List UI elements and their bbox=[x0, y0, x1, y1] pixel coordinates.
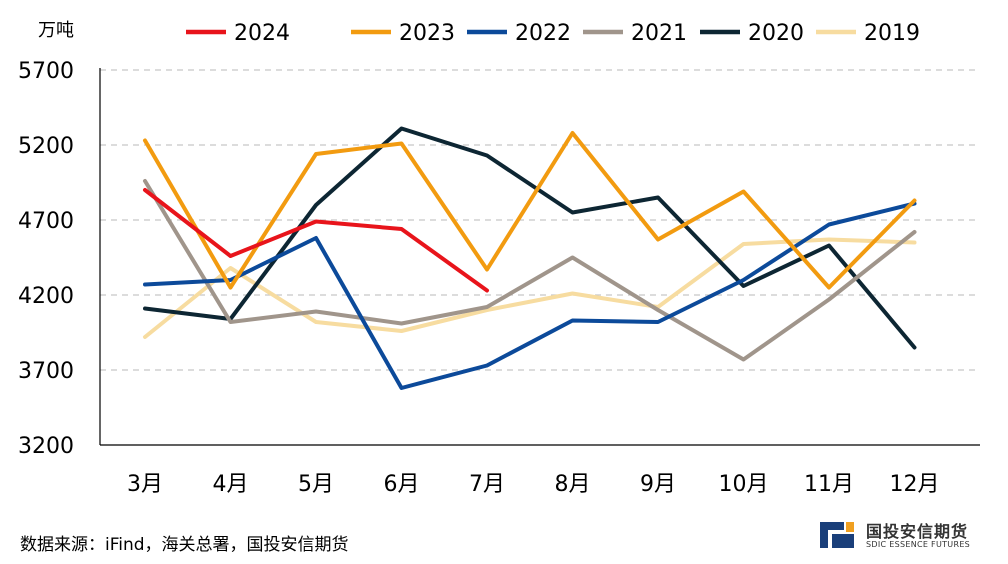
source-note: 数据来源：iFind，海关总署，国投安信期货 bbox=[20, 535, 349, 555]
legend-label-2023: 2023 bbox=[399, 21, 455, 46]
y-tick-label: 5700 bbox=[18, 59, 74, 84]
logo-text-cn: 国投安信期货 bbox=[866, 522, 969, 541]
legend-label-2021: 2021 bbox=[631, 21, 687, 46]
y-tick-label: 5200 bbox=[18, 134, 74, 159]
x-tick-label: 12月 bbox=[890, 472, 940, 497]
x-tick-label: 6月 bbox=[384, 472, 420, 497]
series-lines bbox=[143, 126, 917, 390]
series-line-2021 bbox=[143, 179, 917, 362]
y-tick-label: 3200 bbox=[18, 434, 74, 459]
y-axis-unit-label: 万吨 bbox=[38, 20, 74, 41]
x-tick-label: 10月 bbox=[719, 472, 769, 497]
series-line-2024 bbox=[143, 188, 489, 293]
x-tick-label: 8月 bbox=[555, 472, 591, 497]
logo-mark-icon bbox=[818, 520, 856, 550]
y-tick-label: 4200 bbox=[18, 284, 74, 309]
legend-label-2019: 2019 bbox=[864, 21, 920, 46]
y-tick-label: 3700 bbox=[18, 359, 74, 384]
legend-label-2022: 2022 bbox=[515, 21, 571, 46]
y-tick-label: 4700 bbox=[18, 209, 74, 234]
series-line-2023 bbox=[143, 131, 917, 290]
legend: 2024 2023 2022 2021 2020 2019 bbox=[186, 21, 920, 46]
legend-label-2020: 2020 bbox=[748, 21, 804, 46]
axes bbox=[99, 68, 980, 446]
x-tick-label: 4月 bbox=[213, 472, 249, 497]
y-tick-labels: 3200 3700 4200 4700 5200 5700 bbox=[18, 59, 74, 459]
x-tick-label: 3月 bbox=[127, 472, 163, 497]
legend-label-2024: 2024 bbox=[234, 21, 290, 46]
x-tick-label: 9月 bbox=[640, 472, 676, 497]
series-line-2022 bbox=[143, 201, 917, 390]
x-tick-label: 11月 bbox=[804, 472, 854, 497]
series-line-2020 bbox=[143, 126, 917, 350]
x-tick-label: 5月 bbox=[298, 472, 334, 497]
logo-text-en: SDIC ESSENCE FUTURES bbox=[866, 540, 971, 549]
x-tick-labels: 3月 4月 5月 6月 7月 8月 9月 10月 11月 12月 bbox=[127, 472, 940, 497]
company-logo: 国投安信期货 SDIC ESSENCE FUTURES bbox=[818, 518, 978, 554]
x-tick-label: 7月 bbox=[469, 472, 505, 497]
